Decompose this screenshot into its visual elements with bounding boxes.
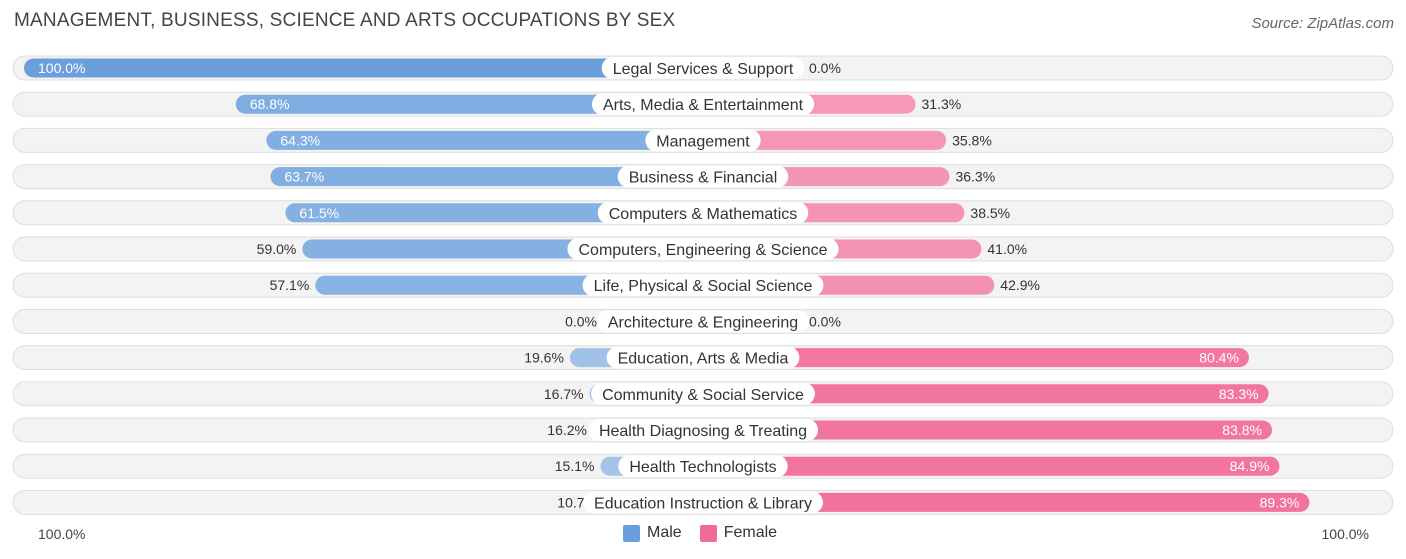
female-value-label: 83.8% [1222,422,1262,438]
male-value-label: 100.0% [38,60,85,76]
category-pill [606,346,800,369]
category-label: Life, Physical & Social Science [594,278,813,295]
female-value-label: 35.8% [952,132,992,148]
category-pill [645,129,761,152]
category-pill [601,57,805,79]
category-pill [582,274,824,297]
category-label: Education, Arts & Media [618,351,789,368]
category-label: Health Technologists [629,459,776,476]
male-value-label: 15.1% [555,458,595,474]
male-value-label: 68.8% [250,96,290,112]
male-bar [270,167,703,187]
male-bar [266,130,703,150]
category-pill [583,491,823,514]
female-value-label: 38.5% [970,205,1010,221]
category-label: Education Instruction & Library [594,495,812,512]
category-label: Health Diagnosing & Treating [599,423,807,440]
legend-label-male: Male [647,524,682,541]
female-bar [703,130,947,150]
male-bar [285,203,703,223]
legend-item-male: Male [623,524,682,542]
category-label: Business & Financial [629,170,778,187]
female-bar [703,348,1249,368]
legend-label-female: Female [723,524,778,541]
chart-title: MANAGEMENT, BUSINESS, SCIENCE AND ARTS O… [14,10,676,31]
female-bar [703,492,1310,512]
category-pill [591,382,815,405]
legend-swatch-female [699,524,717,542]
male-value-label: 64.3% [280,132,320,148]
male-bar [24,58,703,78]
female-value-label: 41.0% [987,241,1027,257]
female-value-label: 84.9% [1230,458,1270,474]
female-value-label: 89.3% [1260,494,1300,510]
axis-left-label: 100.0% [38,526,86,542]
axis-right-label: 100.0% [1321,526,1369,542]
female-value-label: 83.3% [1219,386,1259,402]
female-bar [703,384,1269,404]
category-pill [617,165,789,188]
male-bar [235,94,703,114]
female-value-label: 36.3% [955,169,995,185]
category-label: Computers, Engineering & Science [578,242,827,259]
male-value-label: 19.6% [524,350,564,366]
category-pill [591,93,815,116]
male-value-label: 16.2% [547,422,587,438]
female-bar [703,456,1280,476]
female-bar [703,420,1273,440]
category-label: Legal Services & Support [613,61,794,78]
category-pill [618,455,788,478]
female-value-label: 0.0% [809,60,841,76]
female-value-label: 80.4% [1199,350,1239,366]
bar-chart: 100.0% 0.0% Legal Services & Support 68.8% 3… [12,55,1394,515]
category-label: Management [656,133,750,150]
source-label: Source: ZipAtlas.com [1251,15,1394,32]
category-label: Community & Social Service [602,387,804,404]
legend: Male Female [623,524,787,542]
category-label: Arts, Media & Entertainment [603,97,804,114]
male-value-label: 63.7% [284,169,324,185]
legend-swatch-male [623,524,640,542]
category-pill [597,201,809,224]
category-label: Computers & Mathematics [609,206,798,223]
category-pill [587,419,819,441]
male-value-label: 61.5% [299,205,339,221]
category-label: Architecture & Engineering [608,314,798,331]
category-pill [596,310,810,333]
male-value-label: 57.1% [270,277,310,293]
legend-item-female: Female [699,524,778,542]
female-value-label: 31.3% [922,96,962,112]
male-value-label: 0.0% [565,313,597,329]
female-value-label: 42.9% [1000,277,1040,293]
category-pill [567,238,839,260]
male-value-label: 16.7% [544,386,584,402]
female-value-label: 0.0% [809,313,841,329]
male-value-label: 59.0% [257,241,297,257]
